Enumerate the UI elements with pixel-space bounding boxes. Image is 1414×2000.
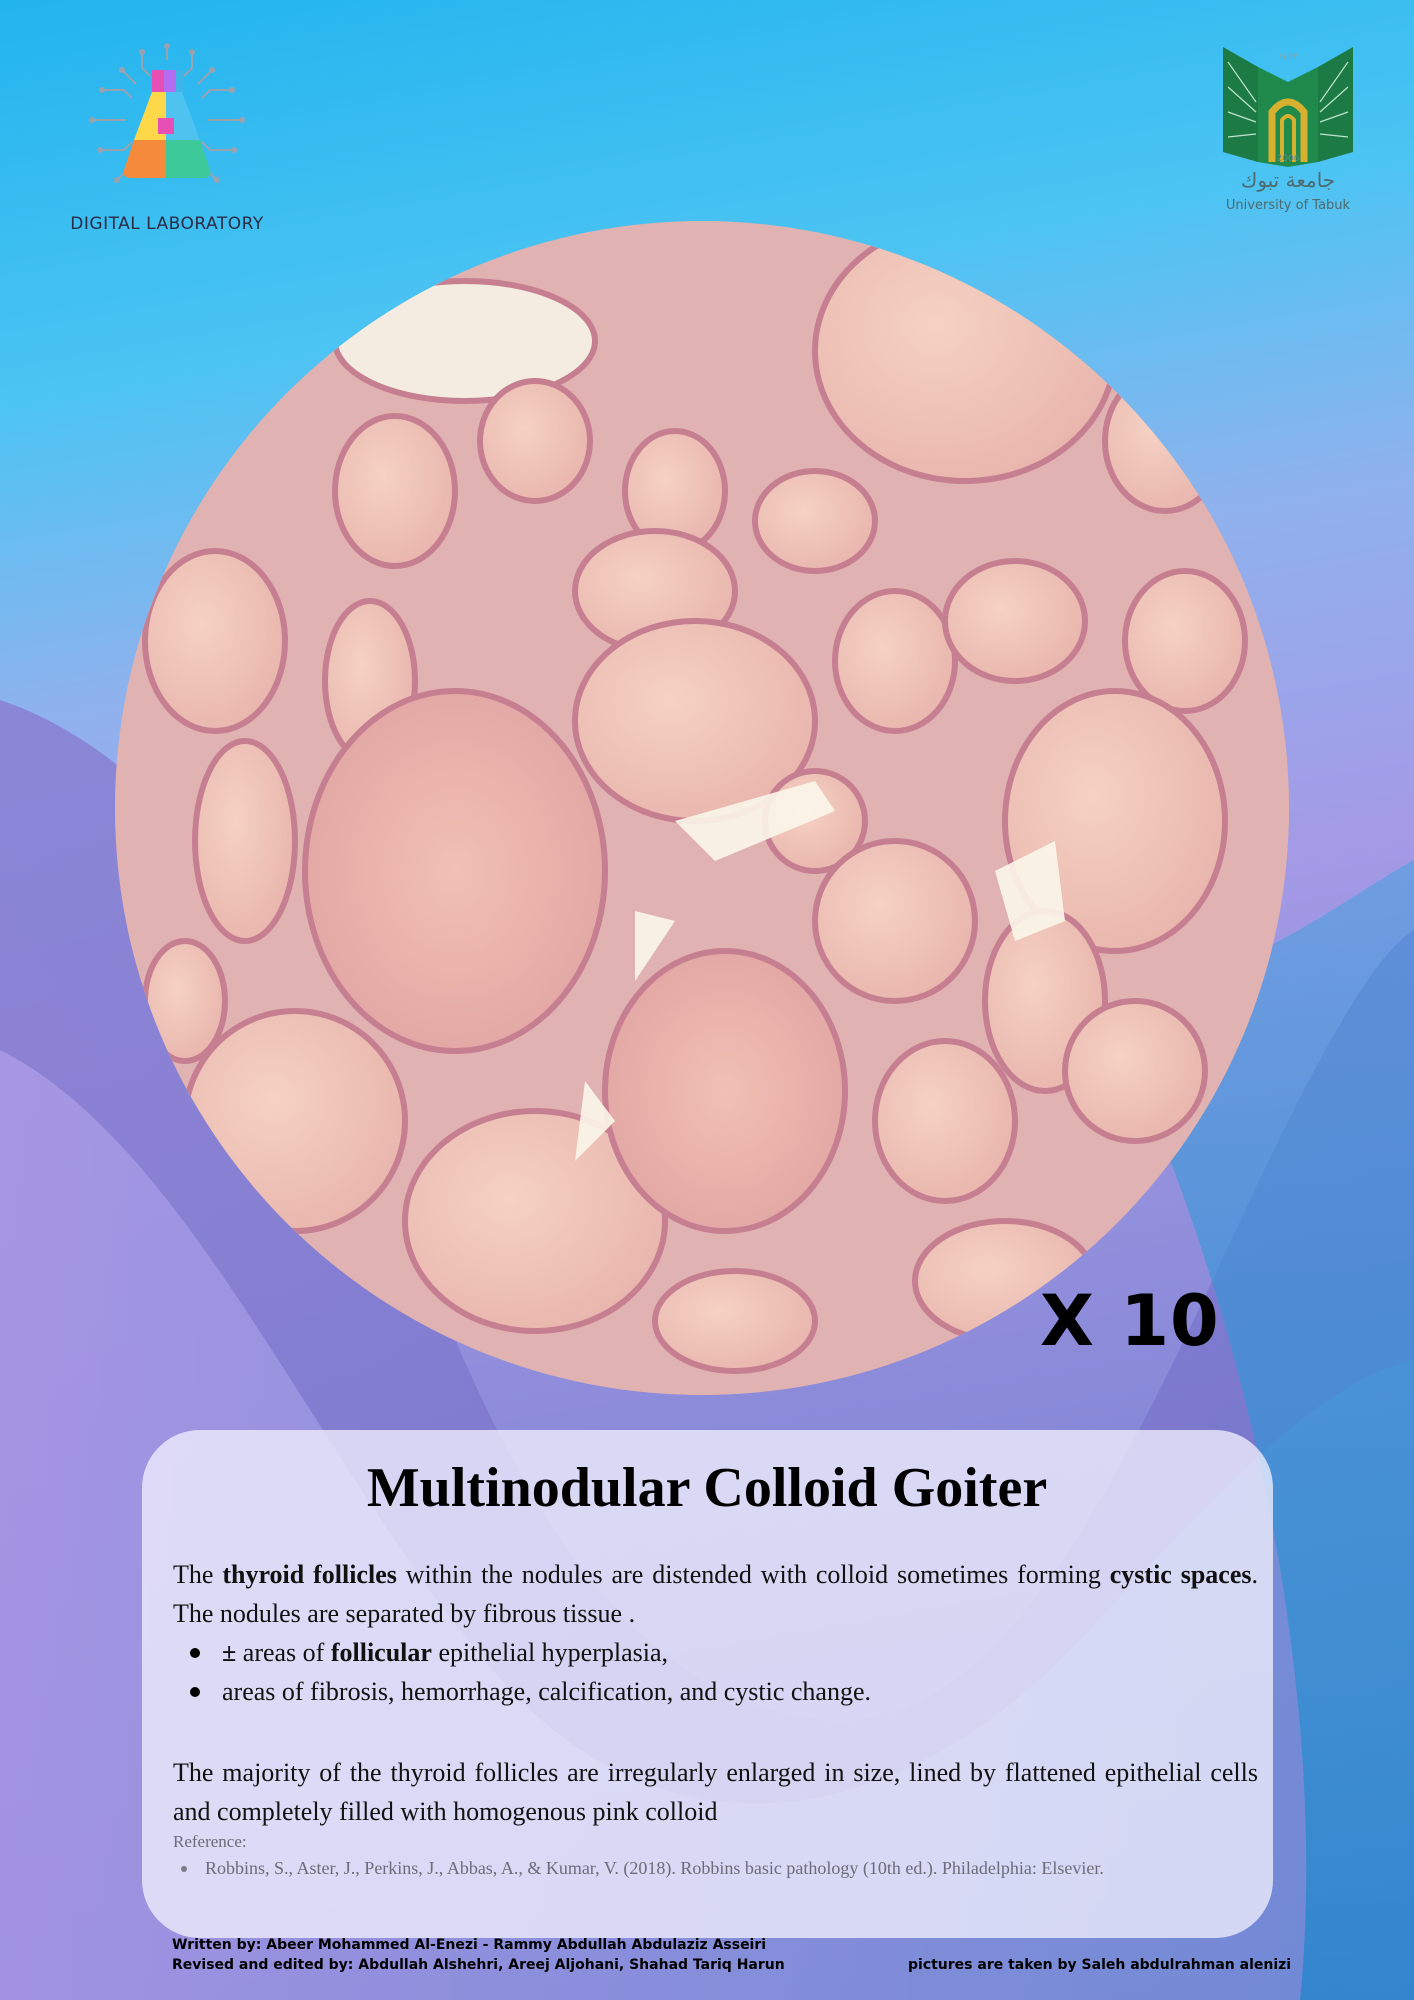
micrograph-image xyxy=(115,221,1289,1395)
paragraph-text: The xyxy=(173,1560,223,1589)
reference-label: Reference: xyxy=(173,1832,247,1851)
logo-caption: DIGITAL LABORATORY xyxy=(70,214,264,234)
digital-laboratory-logo: DIGITAL LABORATORY xyxy=(62,40,272,260)
hijri-year: ١٤٢٧ xyxy=(1278,52,1298,62)
description-paragraph: The thyroid follicles within the nodules… xyxy=(173,1555,1258,1633)
reference-item: Robbins, S., Aster, J., Perkins, J., Abb… xyxy=(181,1858,1104,1878)
magnification-label: X 10 xyxy=(1040,1280,1220,1362)
photo-credit: pictures are taken by Saleh abdulrahman … xyxy=(908,1957,1292,1973)
paragraph-text: . The nodules are separated by fibrous t… xyxy=(173,1560,1259,1628)
page-title: Multinodular Colloid Goiter xyxy=(366,1457,1048,1519)
list-item-text: areas of fibrosis, hemorrhage, calcifica… xyxy=(222,1677,871,1706)
paragraph-text: within the nodules are distended with co… xyxy=(396,1560,1110,1589)
term-thyroid-follicles: thyroid follicles xyxy=(222,1560,397,1589)
university-name-arabic: جامعة تبوك xyxy=(1240,168,1336,192)
university-name-english: University of Tabuk xyxy=(1225,198,1351,213)
plus-minus-symbol: ± xyxy=(222,1638,237,1667)
description-card xyxy=(142,1430,1273,1938)
list-item: ± areas of follicular epithelial hyperpl… xyxy=(173,1633,1258,1672)
revised-by-credit: Revised and edited by: Abdullah Alshehri… xyxy=(172,1957,785,1973)
flask-circuit-icon xyxy=(89,43,245,183)
term-follicular: follicular xyxy=(330,1638,432,1667)
university-of-tabuk-logo: ١٤٢٧ 2006 جامعة تبوك University of Tabuk xyxy=(1208,42,1368,222)
founding-year: 2006 xyxy=(1276,154,1300,164)
term-cystic-spaces: cystic spaces xyxy=(1109,1560,1252,1589)
written-by-credit: Written by: Abeer Mohammed Al-Enezi - Ra… xyxy=(172,1937,767,1953)
feature-list: ± areas of follicular epithelial hyperpl… xyxy=(173,1633,1258,1711)
summary-paragraph: The majority of the thyroid follicles ar… xyxy=(173,1758,1258,1826)
list-item-text: epithelial hyperplasia, xyxy=(431,1638,669,1667)
list-item-text: areas of xyxy=(236,1638,331,1667)
list-item: areas of fibrosis, hemorrhage, calcifica… xyxy=(173,1672,1258,1711)
university-emblem-icon xyxy=(1223,47,1353,167)
